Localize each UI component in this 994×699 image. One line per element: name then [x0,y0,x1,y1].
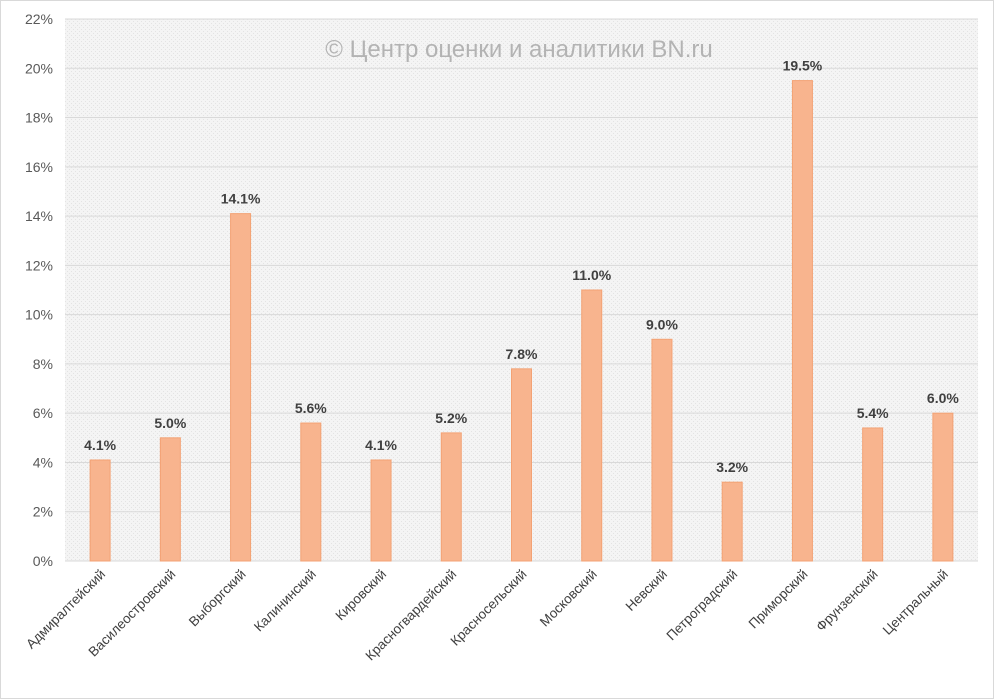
bar [862,427,884,562]
bar [581,289,603,562]
data-label: 14.1% [221,191,261,207]
bar [370,459,392,562]
bar [721,481,743,562]
y-tick-label: 16% [25,159,53,175]
data-label: 19.5% [783,58,823,74]
bar [932,412,954,562]
x-tick-label: Красносельский [448,567,530,649]
y-tick-label: 8% [33,356,53,372]
x-tick-label: Московский [537,567,600,630]
bars [89,80,954,562]
y-tick-label: 10% [25,307,53,323]
data-label: 7.8% [506,346,538,362]
bar [89,459,111,562]
y-tick-label: 6% [33,405,53,421]
y-tick-label: 2% [33,504,53,520]
data-label: 4.1% [84,437,116,453]
x-tick-label: Выборгский [186,567,249,630]
bar [230,213,252,562]
y-tick-label: 4% [33,454,53,470]
bar [159,437,181,562]
bar [440,432,462,562]
data-label: 9.0% [646,316,678,332]
data-label: 5.6% [295,400,327,416]
x-tick-label: Петроградский [664,567,741,644]
data-label: 4.1% [365,437,397,453]
data-label: 5.4% [857,405,889,421]
watermark: © Центр оценки и аналитики BN.ru [325,36,712,63]
bar [511,368,532,562]
data-label: 5.0% [154,415,186,431]
x-tick-label: Калининский [251,567,319,635]
y-tick-label: 12% [25,257,53,273]
y-tick-label: 20% [25,60,53,76]
data-label: 6.0% [927,390,959,406]
data-label: 3.2% [716,459,748,475]
data-label: 11.0% [572,267,611,283]
bar [651,338,673,562]
x-tick-label: Фрунзенский [813,567,881,635]
y-tick-label: 22% [25,11,53,27]
x-tick-label: Кировский [332,567,389,624]
data-labels: 4.1% 5.0% 14.1% 5.6% 4.1% 5.2% 7.8% 11.0% 9.0% 3.… [84,58,959,476]
data-label: 5.2% [435,410,467,426]
x-tick-label: Невский [623,567,670,614]
bar [300,422,322,562]
bar [791,80,813,562]
y-axis: 0% 2% 4% 6% 8% 10% 12% 14% 16% 18% 20% 22% [25,11,53,569]
x-tick-label: Приморский [746,567,811,632]
y-tick-label: 14% [25,208,53,224]
x-tick-label: Центральный [880,567,951,638]
y-tick-label: 0% [33,553,53,569]
y-tick-label: 18% [25,110,53,126]
